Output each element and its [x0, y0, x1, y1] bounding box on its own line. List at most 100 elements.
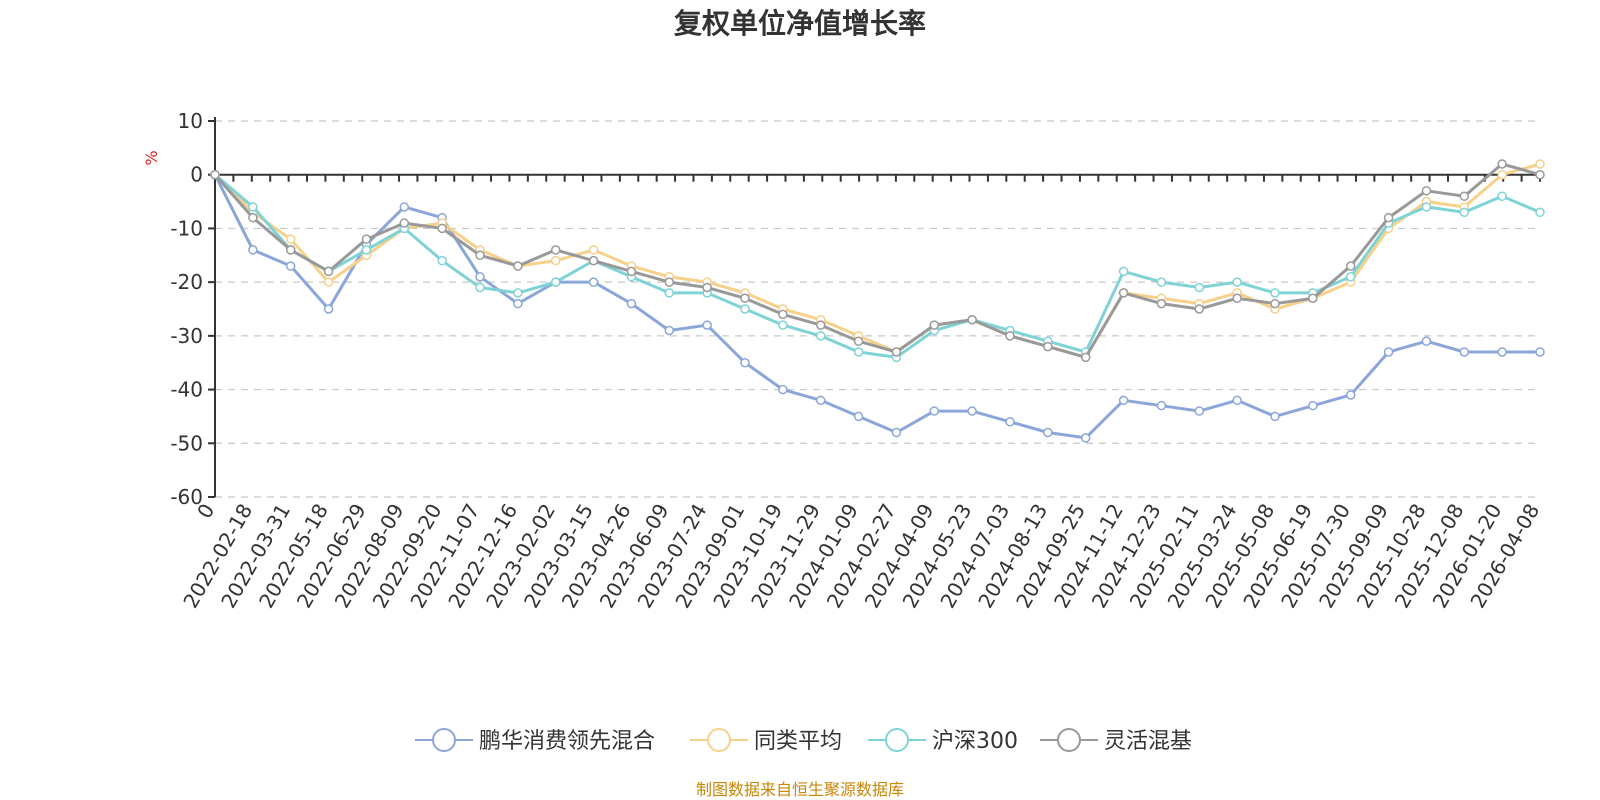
- data-point[interactable]: [1421, 202, 1432, 212]
- data-point[interactable]: [550, 245, 561, 255]
- data-point[interactable]: [513, 298, 523, 309]
- data-point[interactable]: [1270, 298, 1280, 309]
- data-point[interactable]: [1497, 191, 1507, 201]
- data-point[interactable]: [588, 245, 599, 255]
- data-point[interactable]: [1043, 341, 1053, 352]
- data-point[interactable]: [1156, 400, 1167, 411]
- data-point[interactable]: [285, 245, 296, 255]
- data-point[interactable]: [1270, 411, 1280, 422]
- data-point[interactable]: [248, 212, 258, 223]
- data-point[interactable]: [740, 357, 750, 368]
- data-point[interactable]: [967, 406, 977, 416]
- data-point[interactable]: [1497, 347, 1507, 357]
- data-point[interactable]: [626, 298, 637, 309]
- data-point[interactable]: [1535, 347, 1545, 357]
- data-point[interactable]: [626, 266, 637, 277]
- data-point[interactable]: [1194, 282, 1205, 293]
- data-point[interactable]: [513, 261, 523, 271]
- data-point[interactable]: [1345, 261, 1356, 271]
- data-point[interactable]: [891, 427, 902, 438]
- data-point[interactable]: [248, 202, 258, 212]
- data-point[interactable]: [1535, 207, 1545, 218]
- data-point[interactable]: [778, 384, 788, 395]
- data-point[interactable]: [475, 250, 485, 261]
- data-point[interactable]: [588, 277, 599, 287]
- data-point[interactable]: [1459, 191, 1470, 201]
- data-point[interactable]: [323, 266, 334, 277]
- data-point[interactable]: [1383, 212, 1394, 223]
- data-point[interactable]: [1270, 288, 1280, 298]
- legend-item[interactable]: 沪深300: [868, 728, 1018, 754]
- data-point[interactable]: [475, 272, 485, 282]
- data-point[interactable]: [1232, 395, 1242, 406]
- data-point[interactable]: [437, 223, 447, 234]
- data-point[interactable]: [1308, 293, 1318, 304]
- data-point[interactable]: [1345, 272, 1356, 282]
- data-point[interactable]: [1497, 159, 1507, 169]
- data-point[interactable]: [815, 320, 826, 330]
- data-point[interactable]: [285, 234, 296, 244]
- data-point[interactable]: [437, 255, 447, 266]
- legend-item[interactable]: 鹏华消费领先混合: [415, 728, 655, 754]
- data-point[interactable]: [815, 331, 826, 341]
- data-point[interactable]: [1345, 390, 1356, 400]
- data-point[interactable]: [1497, 169, 1507, 180]
- data-point[interactable]: [853, 336, 864, 346]
- data-point[interactable]: [1459, 207, 1470, 218]
- data-point[interactable]: [1535, 159, 1545, 169]
- data-point[interactable]: [1459, 347, 1470, 357]
- data-point[interactable]: [815, 395, 826, 406]
- data-point[interactable]: [1194, 304, 1205, 314]
- data-point[interactable]: [740, 293, 750, 304]
- data-point[interactable]: [778, 309, 788, 320]
- legend-item[interactable]: 同类平均: [690, 728, 842, 754]
- data-point[interactable]: [210, 169, 220, 180]
- data-point[interactable]: [1421, 186, 1432, 196]
- data-point[interactable]: [588, 255, 599, 266]
- data-point[interactable]: [929, 406, 940, 416]
- data-point[interactable]: [740, 304, 750, 314]
- data-point[interactable]: [702, 320, 712, 330]
- data-point[interactable]: [1535, 169, 1545, 180]
- data-point[interactable]: [1308, 400, 1318, 411]
- data-point[interactable]: [550, 277, 561, 287]
- data-point[interactable]: [361, 245, 372, 255]
- data-point[interactable]: [664, 288, 675, 298]
- data-point[interactable]: [1118, 288, 1129, 298]
- data-point[interactable]: [1043, 427, 1053, 438]
- data-point[interactable]: [513, 288, 523, 298]
- data-point[interactable]: [1156, 277, 1167, 287]
- data-point[interactable]: [323, 304, 334, 314]
- data-point[interactable]: [1156, 298, 1167, 309]
- data-point[interactable]: [399, 218, 410, 228]
- data-point[interactable]: [1232, 277, 1242, 287]
- data-point[interactable]: [1383, 347, 1394, 357]
- data-point[interactable]: [1080, 352, 1091, 363]
- data-point[interactable]: [1232, 293, 1242, 304]
- data-point[interactable]: [702, 282, 712, 293]
- data-point[interactable]: [853, 411, 864, 422]
- data-point[interactable]: [1118, 395, 1129, 406]
- data-point[interactable]: [1080, 433, 1091, 443]
- data-point[interactable]: [891, 347, 902, 357]
- data-point[interactable]: [1421, 336, 1432, 346]
- data-point[interactable]: [361, 234, 372, 244]
- data-point[interactable]: [853, 347, 864, 357]
- data-point[interactable]: [1005, 417, 1015, 427]
- data-point[interactable]: [778, 320, 788, 330]
- data-point[interactable]: [929, 320, 940, 330]
- data-point[interactable]: [1194, 406, 1205, 416]
- data-point[interactable]: [664, 277, 675, 287]
- data-point[interactable]: [967, 314, 977, 325]
- data-point[interactable]: [1118, 266, 1129, 277]
- data-point[interactable]: [550, 255, 561, 266]
- data-point[interactable]: [248, 245, 258, 255]
- data-point[interactable]: [323, 277, 334, 287]
- data-point[interactable]: [1005, 331, 1015, 341]
- data-point[interactable]: [664, 325, 675, 336]
- data-point[interactable]: [475, 282, 485, 293]
- legend-item[interactable]: 灵活混基: [1040, 728, 1192, 754]
- data-point[interactable]: [399, 202, 410, 212]
- legend[interactable]: 鹏华消费领先混合 同类平均 沪深300 灵活混基: [415, 728, 1192, 754]
- data-point[interactable]: [285, 261, 296, 271]
